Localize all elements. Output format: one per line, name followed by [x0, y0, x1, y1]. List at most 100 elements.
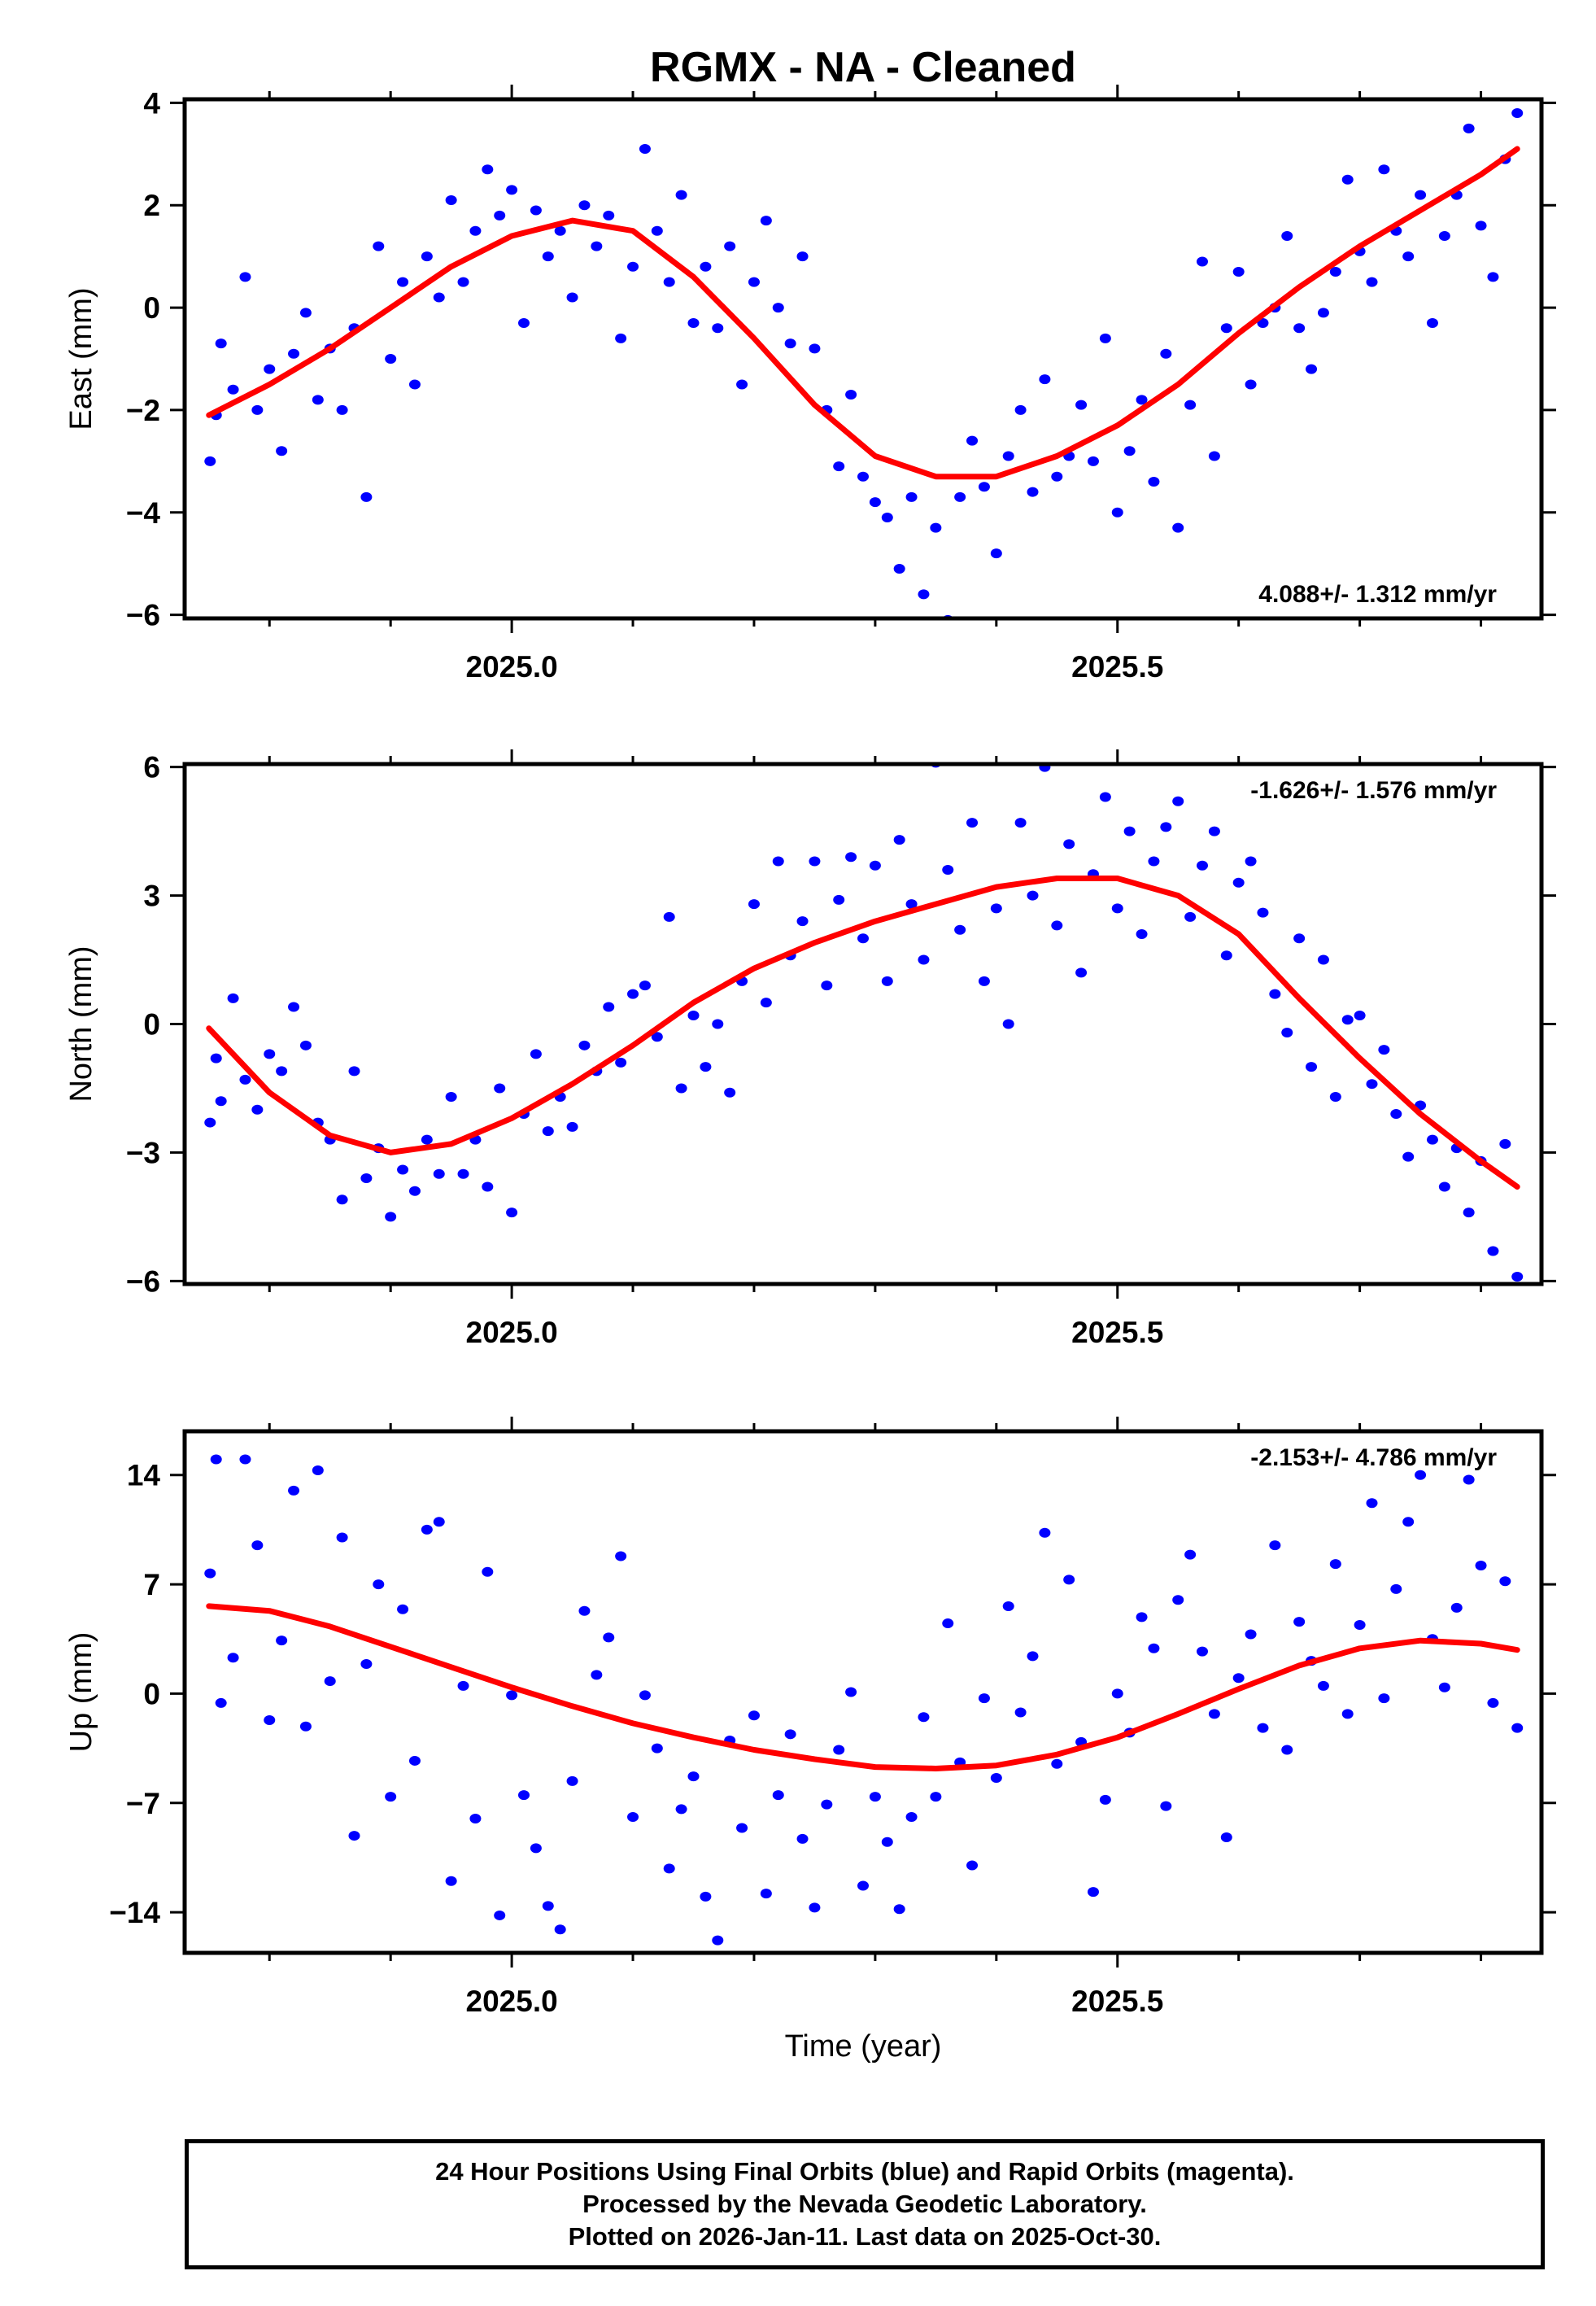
data-point [1160, 348, 1172, 359]
data-point [942, 1618, 954, 1629]
data-point [663, 277, 675, 287]
data-point [675, 1804, 687, 1815]
data-point [1051, 920, 1063, 931]
data-point [1014, 1707, 1027, 1718]
data-point [1220, 950, 1232, 961]
y-tick-label: 7 [143, 1568, 160, 1601]
data-point [210, 1454, 222, 1465]
footer-box: 24 Hour Positions Using Final Orbits (bl… [185, 2139, 1545, 2269]
data-point [360, 1658, 373, 1669]
data-point [1438, 230, 1450, 241]
data-point [724, 241, 736, 251]
y-tick-label: 3 [143, 880, 160, 913]
rate-label: -2.153+/- 4.786 mm/yr [1250, 1444, 1497, 1471]
y-tick-label: 0 [143, 291, 160, 325]
data-point [966, 818, 979, 828]
data-point [385, 1212, 397, 1222]
data-point [373, 241, 385, 251]
data-point [227, 384, 239, 395]
data-point [457, 1680, 469, 1691]
data-point [942, 865, 954, 876]
data-point [1499, 1576, 1511, 1587]
data-point [506, 185, 518, 195]
data-point [1232, 877, 1245, 888]
data-point [796, 251, 809, 262]
data-point [348, 1066, 360, 1077]
data-point [542, 1126, 554, 1137]
data-point [833, 1745, 845, 1755]
data-point [978, 482, 990, 492]
panel-east: 2025.0 2025.5 4 2 0 −2 −4 −6 East (mm) 4.088+/- 1… [64, 85, 1556, 684]
data-point [639, 144, 651, 155]
data-point [251, 1104, 264, 1115]
data-point [227, 1653, 239, 1663]
footer-line-processed: Processed by the Nevada Geodetic Laborat… [582, 2190, 1147, 2218]
data-point [1123, 826, 1136, 836]
data-point [748, 277, 760, 287]
data-point [518, 317, 530, 328]
data-point [251, 404, 264, 415]
data-point [433, 292, 445, 303]
rate-label: -1.626+/- 1.576 mm/yr [1250, 777, 1497, 804]
model-curve [206, 1603, 1520, 1771]
data-point [421, 251, 433, 262]
data-point [408, 1755, 421, 1766]
data-point [1027, 1651, 1039, 1662]
data-point [1354, 1619, 1366, 1630]
data-point [748, 899, 760, 910]
data-point [1341, 1015, 1354, 1025]
data-point [566, 1121, 578, 1132]
data-point [1136, 395, 1148, 405]
panel-north: 2025.0 2025.5 6 3 0 −3 −6 North (mm) -1.626+/- 1… [64, 749, 1556, 1349]
y-tick-label: −14 [109, 1896, 160, 1929]
data-point [1257, 317, 1269, 328]
data-point [784, 1729, 796, 1740]
data-point [373, 1579, 385, 1590]
data-point [1027, 487, 1039, 497]
data-point [288, 1002, 300, 1012]
data-point [760, 998, 772, 1008]
data-point [603, 1632, 615, 1643]
data-point [397, 1164, 409, 1175]
data-point [1317, 1680, 1329, 1691]
x-tick-label: 2025.5 [1071, 1985, 1163, 2018]
data-point [1014, 818, 1027, 828]
rate-label: 4.088+/- 1.312 mm/yr [1258, 581, 1497, 608]
data-point [615, 1057, 627, 1068]
data-point [1475, 1561, 1487, 1571]
plot-frame [182, 762, 1544, 1286]
data-point [1438, 1181, 1450, 1192]
data-point [784, 338, 796, 349]
data-point [1415, 190, 1427, 200]
data-point [336, 1532, 348, 1543]
data-points [204, 107, 1524, 618]
data-point [809, 1902, 821, 1913]
data-point [1306, 364, 1318, 374]
y-tick-label: −7 [126, 1787, 160, 1820]
data-point [397, 1604, 409, 1614]
data-point [1208, 451, 1220, 461]
data-point [1511, 107, 1524, 118]
y-tick-label: 14 [127, 1459, 161, 1492]
data-point [1329, 267, 1341, 277]
data-point [542, 251, 554, 262]
data-point [554, 225, 566, 236]
data-point [1123, 446, 1136, 456]
data-point [530, 205, 542, 216]
data-point [1111, 903, 1123, 914]
data-point [893, 835, 905, 845]
data-point [1293, 933, 1306, 944]
data-point [930, 522, 942, 533]
y-tick-label: 6 [143, 751, 160, 784]
data-point [796, 1833, 809, 1844]
data-point [397, 277, 409, 287]
data-point [1002, 1019, 1014, 1029]
data-point [905, 899, 918, 910]
data-point [857, 933, 869, 944]
data-point [1245, 1629, 1257, 1640]
data-point [482, 1566, 494, 1577]
data-point [385, 1792, 397, 1802]
data-point [712, 1935, 724, 1946]
data-point [1014, 404, 1027, 415]
data-point [1438, 1682, 1450, 1692]
